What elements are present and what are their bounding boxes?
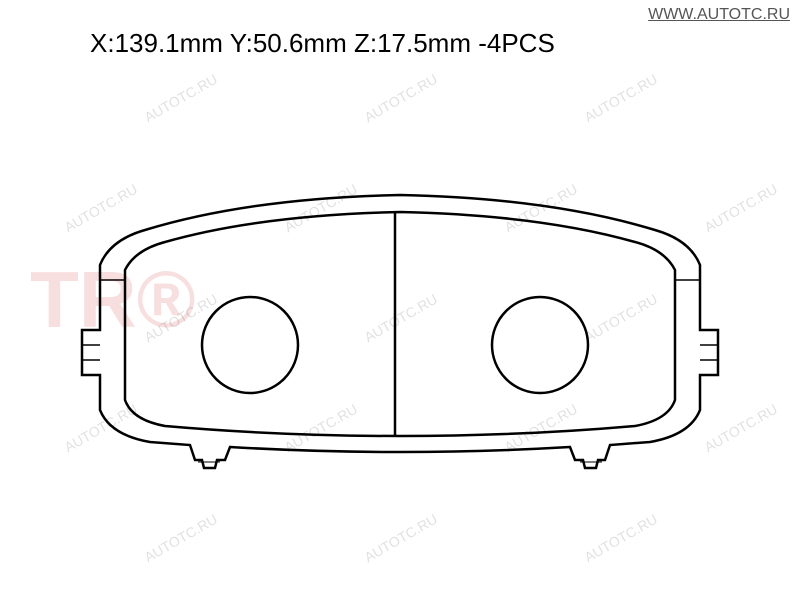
brake-pad-diagram	[50, 180, 750, 500]
watermark-repeat: AUTOTC.RU	[581, 511, 660, 566]
watermark-repeat: AUTOTC.RU	[141, 71, 220, 126]
watermark-repeat: AUTOTC.RU	[141, 511, 220, 566]
watermark-repeat: AUTOTC.RU	[361, 511, 440, 566]
dimensions-label: X:139.1mm Y:50.6mm Z:17.5mm -4PCS	[90, 28, 555, 59]
brake-pad-svg	[50, 180, 750, 500]
website-url: WWW.AUTOTC.RU	[648, 6, 790, 24]
watermark-repeat: AUTOTC.RU	[581, 71, 660, 126]
watermark-repeat: AUTOTC.RU	[361, 71, 440, 126]
